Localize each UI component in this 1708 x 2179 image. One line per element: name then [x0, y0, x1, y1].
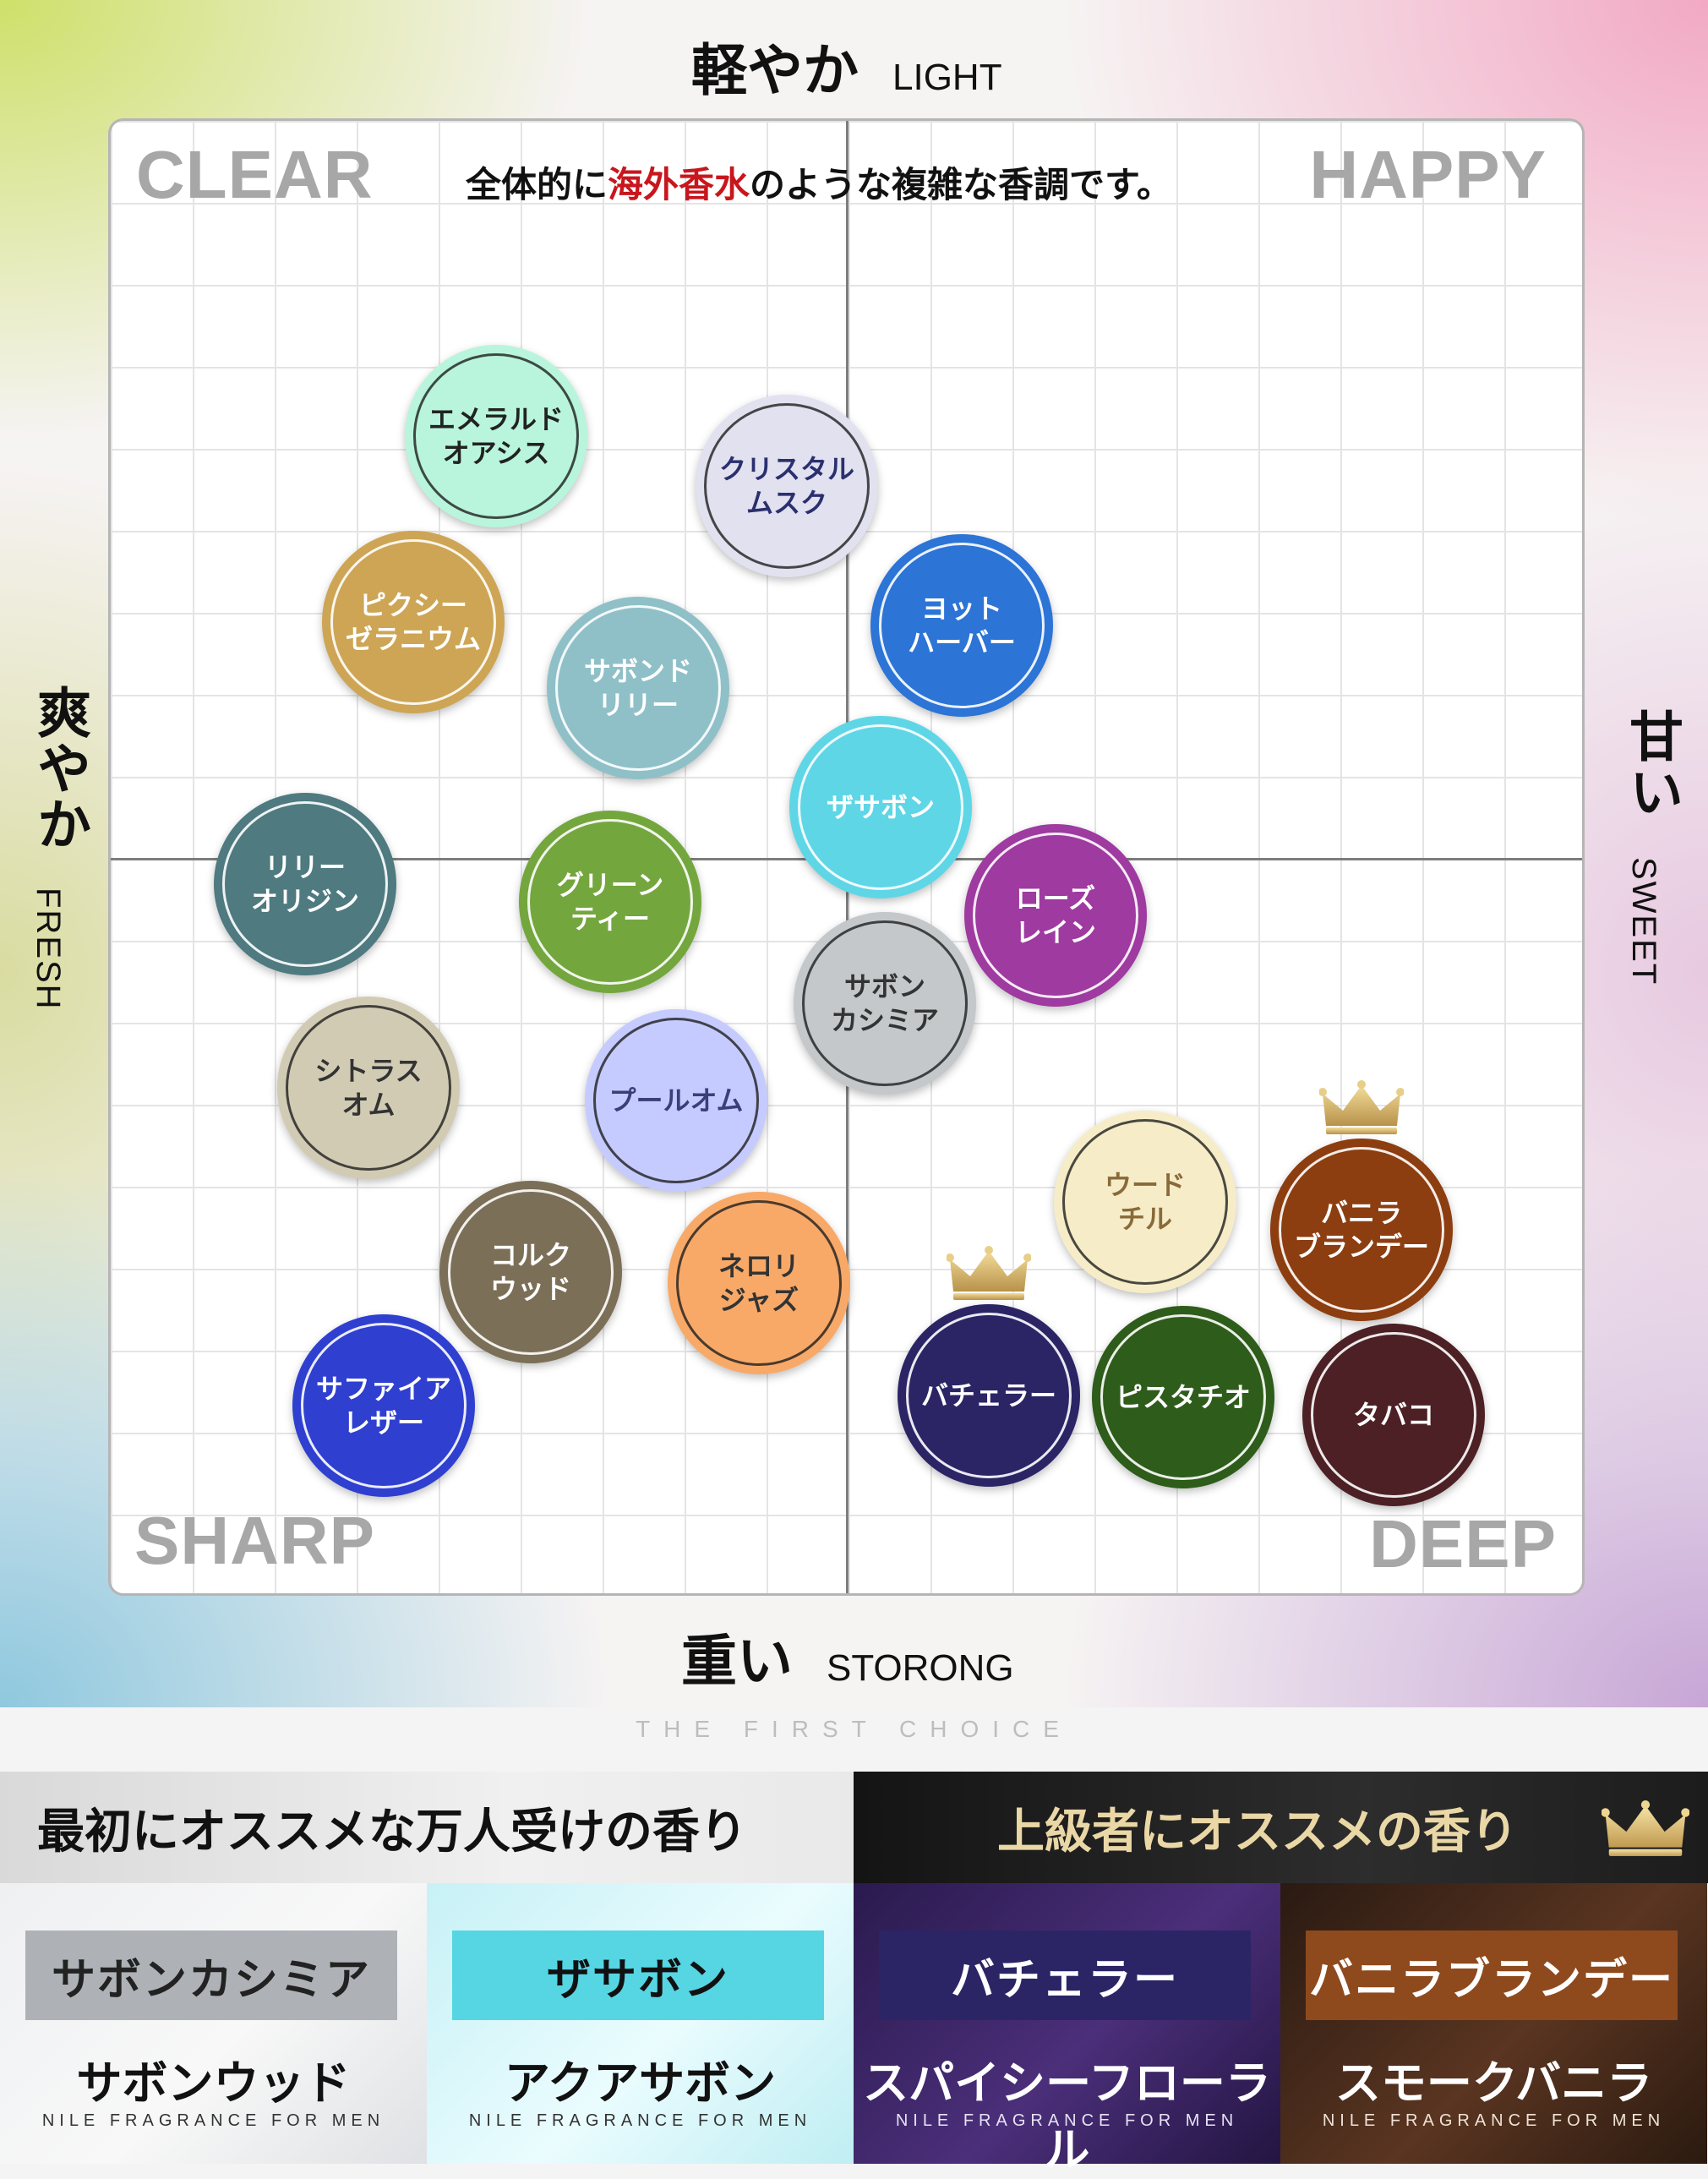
headline-after: のような複雑な香調です。 — [750, 164, 1172, 205]
fragrance-label: ローズ レイン — [1014, 882, 1096, 948]
card-brand: NILE FRAGRANCE FOR MEN — [1322, 2111, 1666, 2130]
crown-icon — [1319, 1080, 1404, 1134]
fragrance-label: バニラ ブランデー — [1293, 1197, 1429, 1263]
axis-right-jp: 甘い — [1620, 708, 1683, 820]
card-product-name: スモークバニラ — [1334, 2056, 1653, 2110]
recommend-card[interactable]: バニラブランデー スモークバニラ NILE FRAGRANCE FOR MEN — [1280, 1883, 1707, 2164]
fragrance-bubble[interactable]: コルク ウッド — [439, 1181, 622, 1363]
fragrance-bubble[interactable]: タバコ — [1302, 1324, 1485, 1506]
fragrance-bubble[interactable]: ピスタチオ — [1092, 1306, 1274, 1488]
fragrance-bubble[interactable]: サファイア レザー — [292, 1314, 475, 1497]
card-fragrance-tag: バニラブランデー — [1306, 1931, 1678, 2020]
axis-left-en: FRESH — [30, 887, 67, 1011]
beginner-heading: 最初にオススメな万人受けの香り — [37, 1804, 747, 1860]
recommend-card[interactable]: バチェラー スパイシーフローラル NILE FRAGRANCE FOR MEN — [854, 1883, 1280, 2176]
fragrance-label: タバコ — [1352, 1399, 1434, 1431]
advanced-recommendation-header: 上級者にオススメの香り — [854, 1772, 1708, 1883]
recommend-card[interactable]: サボンカシミア サボンウッド NILE FRAGRANCE FOR MEN — [0, 1883, 427, 2164]
card-product-name: サボンウッド — [76, 2056, 351, 2110]
fragrance-label: ザサボン — [826, 791, 935, 823]
recommend-card[interactable]: ザサボン アクアサボン NILE FRAGRANCE FOR MEN — [427, 1883, 854, 2164]
quadrant-label-deep: DEEP — [1369, 1506, 1557, 1581]
fragrance-label: リリー オリジン — [250, 851, 359, 917]
fragrance-bubble[interactable]: バニラ ブランデー — [1270, 1139, 1453, 1321]
axis-top-en: LIGHT — [892, 57, 1002, 98]
fragrance-label: グリーン ティー — [556, 869, 664, 935]
map-headline: 全体的に海外香水のような複雑な香調です。 — [466, 156, 1172, 208]
card-brand: NILE FRAGRANCE FOR MEN — [41, 2111, 385, 2130]
headline-before: 全体的に — [466, 164, 608, 205]
crown-icon — [947, 1246, 1031, 1300]
quadrant-label-happy: HAPPY — [1309, 137, 1547, 212]
crown-icon — [1602, 1800, 1689, 1856]
fragrance-label: エメラルド オアシス — [428, 403, 564, 469]
fragrance-bubble[interactable]: エメラルド オアシス — [405, 345, 587, 527]
fragrance-bubble[interactable]: プールオム — [585, 1009, 767, 1192]
headline-highlight: 海外香水 — [608, 164, 750, 205]
fragrance-bubble[interactable]: ザサボン — [789, 716, 972, 898]
beginner-recommendation-header: 最初にオススメな万人受けの香り — [0, 1772, 854, 1883]
fragrance-bubble[interactable]: シトラス オム — [277, 997, 460, 1179]
fragrance-bubble[interactable]: ピクシー ゼラニウム — [322, 531, 505, 713]
quadrant-label-sharp: SHARP — [134, 1503, 376, 1578]
fragrance-label: ピクシー ゼラニウム — [345, 589, 481, 655]
fragrance-label: ウード チル — [1104, 1169, 1186, 1235]
card-fragrance-tag: ザサボン — [452, 1931, 824, 2020]
fragrance-label: シトラス オム — [314, 1055, 423, 1121]
card-fragrance-tag: バチェラー — [879, 1931, 1251, 2020]
fragrance-label: バチェラー — [920, 1379, 1056, 1412]
fragrance-bubble[interactable]: サボンド リリー — [547, 597, 729, 779]
fragrance-label: ピスタチオ — [1115, 1381, 1251, 1413]
axis-bottom-title: 重い STORONG — [681, 1616, 1014, 1697]
axis-left-jp: 爽やか — [28, 685, 90, 852]
axis-top-title: 軽やか LIGHT — [691, 25, 1002, 106]
fragrance-label: サボンド リリー — [583, 655, 692, 721]
axis-top-jp: 軽やか — [691, 38, 859, 103]
card-fragrance-tag: サボンカシミア — [25, 1931, 397, 2020]
fragrance-bubble[interactable]: サボン カシミア — [794, 912, 976, 1095]
fragrance-label: ヨット ハーバー — [908, 593, 1016, 658]
card-brand: NILE FRAGRANCE FOR MEN — [895, 2111, 1239, 2130]
fragrance-bubble[interactable]: クリスタル ムスク — [696, 395, 878, 577]
advanced-heading: 上級者にオススメの香り — [997, 1804, 1518, 1860]
card-product-name: アクアサボン — [504, 2056, 777, 2110]
fragrance-label: コルク ウッド — [489, 1239, 571, 1305]
fragrance-bubble[interactable]: ローズ レイン — [964, 824, 1147, 1007]
fragrance-bubble[interactable]: グリーン ティー — [519, 811, 701, 993]
card-brand: NILE FRAGRANCE FOR MEN — [468, 2111, 812, 2130]
fragrance-bubble[interactable]: バチェラー — [898, 1304, 1080, 1487]
quadrant-label-clear: CLEAR — [136, 137, 374, 212]
fragrance-label: サボン カシミア — [830, 970, 939, 1036]
axis-bottom-jp: 重い — [681, 1629, 793, 1694]
fragrance-label: サファイア レザー — [315, 1373, 451, 1439]
fragrance-bubble[interactable]: ネロリ ジャズ — [668, 1192, 850, 1374]
tagline: THE FIRST CHOICE — [636, 1716, 1072, 1742]
fragrance-label: プールオム — [608, 1084, 744, 1117]
axis-right-en: SWEET — [1625, 857, 1662, 986]
fragrance-label: クリスタル ムスク — [718, 453, 854, 519]
fragrance-bubble[interactable]: リリー オリジン — [214, 793, 396, 975]
axis-bottom-en: STORONG — [827, 1647, 1014, 1689]
fragrance-bubble[interactable]: ヨット ハーバー — [870, 534, 1053, 717]
fragrance-bubble[interactable]: ウード チル — [1054, 1111, 1236, 1293]
fragrance-label: ネロリ ジャズ — [718, 1250, 799, 1316]
